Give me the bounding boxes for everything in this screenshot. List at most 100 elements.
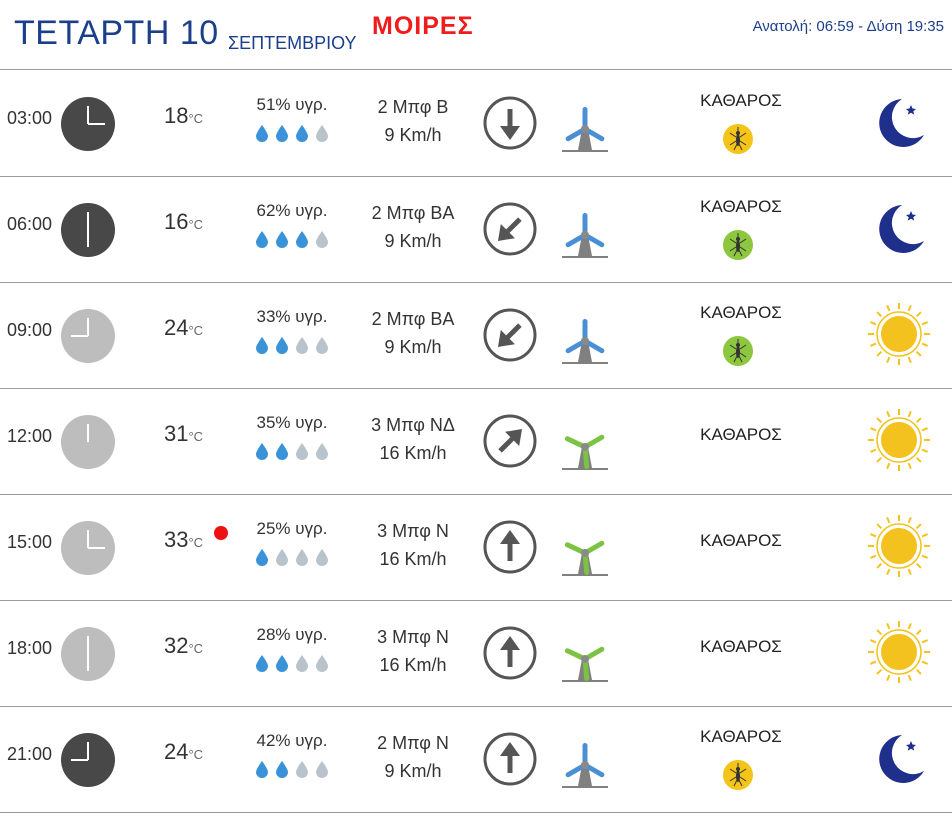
wind-turbine-icon: [558, 619, 612, 688]
humidity-drops-icon: [254, 125, 334, 148]
row-humidity: 42% υγρ.: [256, 731, 328, 750]
wind-beaufort: 2 Μπφ Ν: [377, 733, 449, 753]
row-time: 09:00: [7, 320, 53, 340]
temperature-unit: °C: [188, 641, 204, 656]
moon-icon: [866, 725, 932, 796]
mosquito-icon: [722, 335, 754, 372]
row-temperature: 18°C: [164, 103, 203, 129]
humidity-drops-icon: [254, 337, 334, 360]
wind-beaufort: 3 Μπφ ΝΔ: [371, 415, 455, 435]
row-temperature: 16°C: [164, 209, 203, 235]
clock-icon: [61, 203, 115, 262]
row-humidity: 25% υγρ.: [256, 519, 328, 538]
row-humidity: 51% υγρ.: [256, 95, 328, 114]
mosquito-icon: [722, 759, 754, 796]
humidity-drops-icon: [254, 443, 334, 466]
wind-turbine-icon: [558, 301, 612, 370]
row-condition: ΚΑΘΑΡΟΣ: [700, 425, 782, 444]
wind-direction-arrow-up-icon: [482, 519, 538, 580]
wind-beaufort: 3 Μπφ Ν: [377, 521, 449, 541]
wind-turbine-icon: [558, 513, 612, 582]
forecast-row: 06:00 16°C 62% υγρ. 2 Μπφ ΒΑ 9 Km/h ΚΑΘΑ…: [0, 177, 952, 283]
wind-turbine-icon: [558, 407, 612, 476]
temperature-unit: °C: [188, 323, 204, 338]
row-condition: ΚΑΘΑΡΟΣ: [700, 303, 782, 322]
row-wind: 3 Μπφ Ν 16 Km/h: [352, 517, 474, 573]
wind-speed: 9 Km/h: [384, 337, 442, 357]
temperature-unit: °C: [188, 535, 204, 550]
wind-beaufort: 3 Μπφ Ν: [377, 627, 449, 647]
row-temperature: 24°C: [164, 315, 203, 341]
row-condition: ΚΑΘΑΡΟΣ: [700, 531, 782, 550]
row-temperature: 32°C: [164, 633, 203, 659]
row-time: 06:00: [7, 214, 53, 234]
wind-direction-arrow-up-icon: [482, 625, 538, 686]
location-title: ΜΟΙΡΕΣ: [372, 12, 474, 40]
row-humidity: 62% υγρ.: [256, 201, 328, 220]
moon-icon: [866, 89, 932, 160]
sunrise-sunset-text: Ανατολή: 06:59 - Δύση 19:35: [752, 18, 944, 35]
wind-speed: 16 Km/h: [379, 549, 447, 569]
row-time: 03:00: [7, 108, 53, 128]
wind-speed: 16 Km/h: [379, 655, 447, 675]
row-humidity: 28% υγρ.: [256, 625, 328, 644]
month-title: ΣΕΠΤΕΜΒΡΙΟΥ: [228, 33, 357, 53]
humidity-drops-icon: [254, 655, 334, 678]
forecast-row: 12:00 31°C 35% υγρ. 3 Μπφ ΝΔ 16 Km/h ΚΑΘ…: [0, 389, 952, 495]
heat-alert-dot: [214, 526, 228, 540]
wind-direction-arrow-up-icon: [482, 731, 538, 792]
day-title: ΤΕΤΑΡΤΗ 10: [14, 14, 219, 52]
clock-icon: [61, 309, 115, 368]
row-time: 21:00: [7, 744, 53, 764]
wind-direction-arrow-down-left-icon: [482, 307, 538, 368]
row-condition: ΚΑΘΑΡΟΣ: [700, 197, 782, 216]
row-humidity: 35% υγρ.: [256, 413, 328, 432]
row-humidity: 33% υγρ.: [256, 307, 328, 326]
sun-icon: [866, 407, 932, 478]
wind-speed: 9 Km/h: [384, 761, 442, 781]
row-temperature: 31°C: [164, 421, 203, 447]
forecast-row: 03:00 18°C 51% υγρ. 2 Μπφ Β 9 Km/h ΚΑΘΑΡ…: [0, 71, 952, 177]
row-temperature: 33°C: [164, 527, 203, 553]
wind-beaufort: 2 Μπφ ΒΑ: [371, 309, 455, 329]
wind-speed: 9 Km/h: [384, 125, 442, 145]
temperature-value: 16: [164, 209, 189, 234]
temperature-unit: °C: [188, 747, 204, 762]
temperature-unit: °C: [188, 429, 204, 444]
temperature-value: 18: [164, 103, 189, 128]
moon-icon: [866, 195, 932, 266]
row-wind: 3 Μπφ ΝΔ 16 Km/h: [352, 411, 474, 467]
wind-turbine-icon: [558, 725, 612, 794]
row-wind: 2 Μπφ Ν 9 Km/h: [352, 729, 474, 785]
temperature-value: 24: [164, 315, 189, 340]
wind-direction-arrow-down-icon: [482, 95, 538, 156]
wind-direction-arrow-down-left-icon: [482, 201, 538, 262]
row-time: 12:00: [7, 426, 53, 446]
wind-speed: 16 Km/h: [379, 443, 447, 463]
row-wind: 2 Μπφ ΒΑ 9 Km/h: [352, 305, 474, 361]
mosquito-icon: [722, 229, 754, 266]
wind-direction-arrow-up-right-icon: [482, 413, 538, 474]
forecast-row: 15:00 33°C 25% υγρ. 3 Μπφ Ν 16 Km/h ΚΑΘΑ…: [0, 495, 952, 601]
humidity-drops-icon: [254, 231, 334, 254]
forecast-row: 18:00 32°C 28% υγρ. 3 Μπφ Ν 16 Km/h ΚΑΘΑ…: [0, 601, 952, 707]
clock-icon: [61, 627, 115, 686]
wind-beaufort: 2 Μπφ ΒΑ: [371, 203, 455, 223]
humidity-drops-icon: [254, 761, 334, 784]
row-wind: 2 Μπφ ΒΑ 9 Km/h: [352, 199, 474, 255]
temperature-value: 24: [164, 739, 189, 764]
forecast-row: 21:00 24°C 42% υγρ. 2 Μπφ Ν 9 Km/h ΚΑΘΑΡ…: [0, 707, 952, 813]
sun-icon: [866, 301, 932, 372]
mosquito-icon: [722, 123, 754, 160]
forecast-row: 09:00 24°C 33% υγρ. 2 Μπφ ΒΑ 9 Km/h ΚΑΘΑ…: [0, 283, 952, 389]
wind-turbine-icon: [558, 89, 612, 158]
row-condition: ΚΑΘΑΡΟΣ: [700, 91, 782, 110]
clock-icon: [61, 733, 115, 792]
forecast-header: ΤΕΤΑΡΤΗ 10 ΣΕΠΤΕΜΒΡΙΟΥ ΜΟΙΡΕΣ Ανατολή: 0…: [0, 0, 952, 70]
wind-beaufort: 2 Μπφ Β: [377, 97, 449, 117]
temperature-value: 32: [164, 633, 189, 658]
sun-icon: [866, 513, 932, 584]
temperature-unit: °C: [188, 111, 204, 126]
clock-icon: [61, 97, 115, 156]
row-wind: 3 Μπφ Ν 16 Km/h: [352, 623, 474, 679]
